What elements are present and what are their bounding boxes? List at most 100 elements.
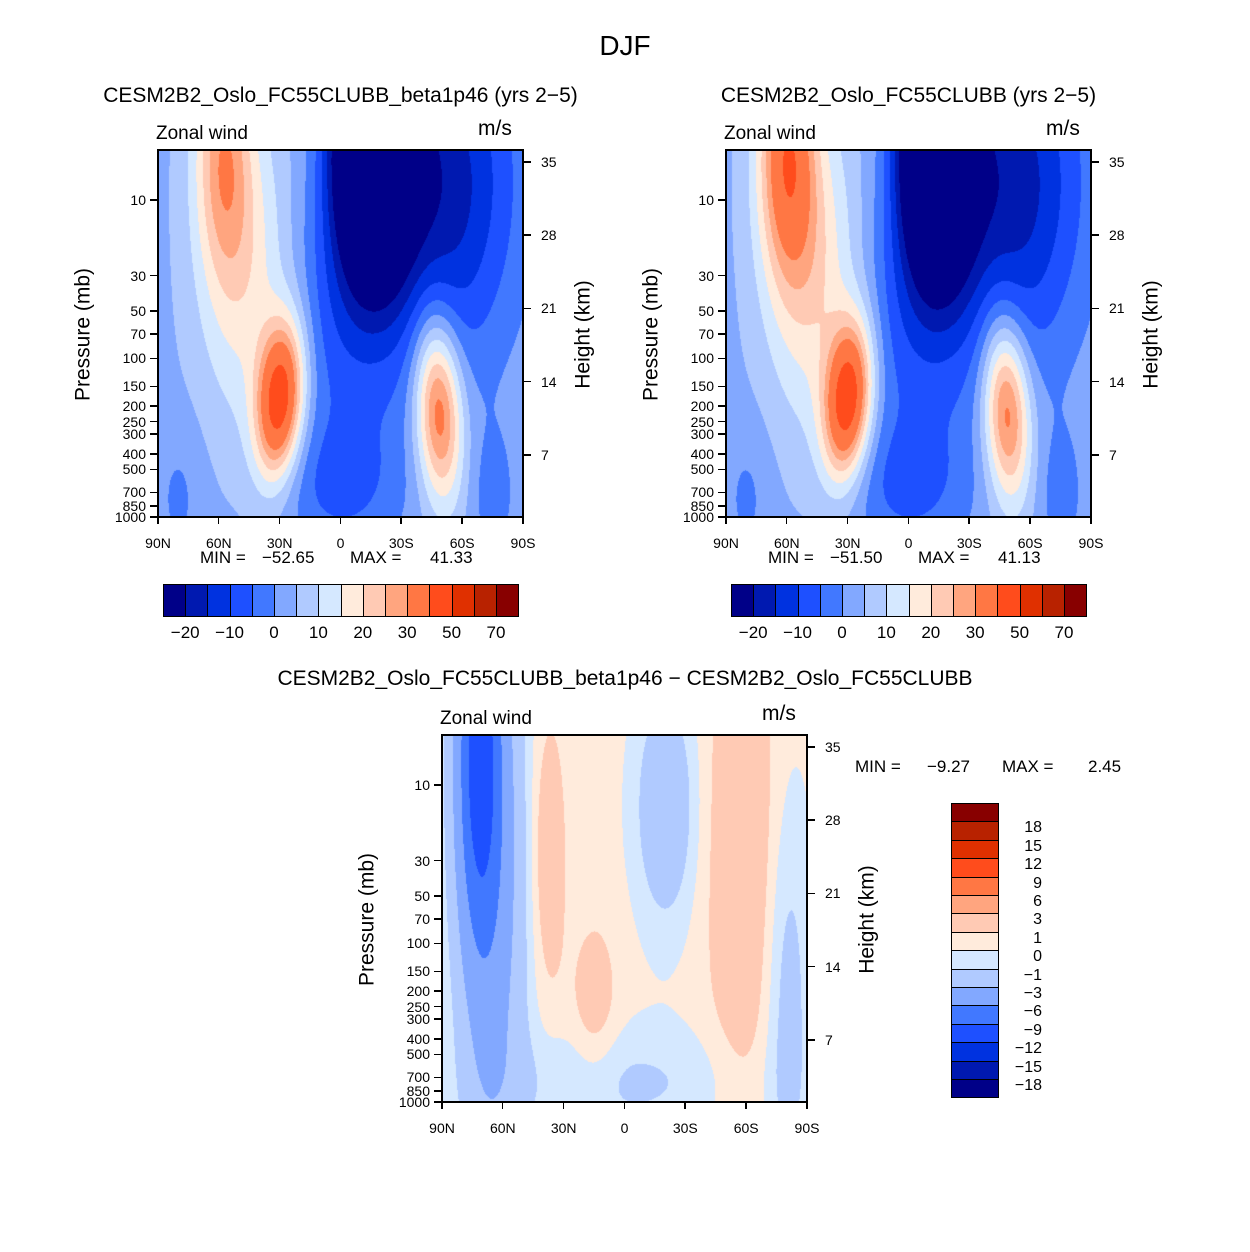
colorbar-label: −10 xyxy=(783,623,813,642)
colorbar-label: 0 xyxy=(837,623,847,642)
variable-label: Zonal wind xyxy=(724,123,816,144)
figure-title: DJF xyxy=(599,30,651,61)
y-tick-label: 300 xyxy=(406,1011,430,1028)
y-tick-label: 1000 xyxy=(114,509,146,525)
y-tick-label: 400 xyxy=(122,445,146,462)
colorbar-swatch xyxy=(731,584,755,617)
y-tick-label: 250 xyxy=(690,413,714,430)
y-tick-label: 70 xyxy=(130,325,146,342)
y2-tick-mark xyxy=(1091,234,1099,236)
y-tick-label: 850 xyxy=(690,497,714,514)
panel-title: CESM2B2_Oslo_FC55CLUBB (yrs 2−5) xyxy=(720,84,1097,107)
colorbar-swatch xyxy=(407,584,431,617)
x-tick-mark xyxy=(806,1102,808,1109)
y-tick-mark xyxy=(150,357,158,360)
y2-tick-mark xyxy=(807,892,815,895)
y-tick-mark xyxy=(150,516,158,518)
colorbar-label: 50 xyxy=(1010,623,1030,642)
max-label: MAX = xyxy=(1002,757,1054,776)
y-tick-mark xyxy=(150,405,158,407)
colorbar-label: −1 xyxy=(1023,966,1042,984)
y2-tick-mark xyxy=(1091,380,1099,383)
y-tick-label: 250 xyxy=(122,413,146,430)
y-tick-label: 50 xyxy=(414,887,430,904)
colorbar-swatch xyxy=(951,1060,999,1080)
y-tick-mark xyxy=(434,1090,442,1092)
plot-frame xyxy=(441,734,808,1103)
units-label: m/s xyxy=(1046,117,1080,140)
colorbar-label: 20 xyxy=(921,623,941,642)
colorbar-swatch xyxy=(451,584,475,617)
y-axis-label: Pressure (mb) xyxy=(355,852,379,986)
x-tick-label: 60N xyxy=(489,1120,516,1136)
max-value: 2.45 xyxy=(1088,757,1122,776)
colorbar-swatch xyxy=(496,584,520,617)
x-tick-label: 60S xyxy=(733,1120,759,1136)
y2-tick-label: 21 xyxy=(541,300,557,317)
min-value: −52.65 xyxy=(262,548,315,567)
y-tick-mark xyxy=(150,333,158,335)
units-label: m/s xyxy=(478,117,512,140)
y-tick-mark xyxy=(434,942,442,945)
x-tick-label: 30S xyxy=(956,535,982,551)
y-tick-mark xyxy=(434,1053,442,1056)
x-tick-label: 60S xyxy=(1017,535,1043,551)
x-tick-mark xyxy=(785,517,788,524)
y-tick-label: 400 xyxy=(406,1030,430,1047)
y-axis-label: Pressure (mb) xyxy=(639,267,663,401)
variable-label: Zonal wind xyxy=(156,123,248,144)
y2-tick-mark xyxy=(807,965,815,968)
y2-tick-label: 7 xyxy=(825,1031,833,1048)
y2-tick-label: 21 xyxy=(1109,300,1125,317)
y2-tick-mark xyxy=(523,307,531,310)
colorbar-label: −20 xyxy=(738,623,768,642)
y2-tick-mark xyxy=(1091,307,1099,310)
y-tick-mark xyxy=(718,420,726,423)
contour-field xyxy=(158,150,523,517)
colorbar-swatch xyxy=(251,584,275,617)
y2-tick-label: 21 xyxy=(825,885,841,902)
y-tick-label: 30 xyxy=(698,267,714,284)
x-tick-mark xyxy=(400,517,402,524)
y-tick-label: 850 xyxy=(406,1082,430,1099)
colorbar-label: −15 xyxy=(1014,1058,1042,1076)
y-tick-label: 850 xyxy=(122,497,146,514)
min-value: −51.50 xyxy=(830,548,883,567)
colorbar-swatch xyxy=(975,584,999,617)
colorbar-swatch xyxy=(163,584,187,617)
colorbar-label: 12 xyxy=(1024,856,1042,874)
y-tick-label: 70 xyxy=(414,910,430,927)
colorbar-swatch xyxy=(951,968,999,988)
colorbar-swatch xyxy=(318,584,342,617)
y2-tick-mark xyxy=(807,819,815,821)
x-tick-label: 90N xyxy=(429,1120,455,1136)
x-tick-label: 60S xyxy=(449,535,475,551)
y2-tick-label: 28 xyxy=(541,227,557,244)
y-tick-mark xyxy=(718,468,726,471)
colorbar-swatch xyxy=(819,584,843,617)
y-tick-label: 500 xyxy=(122,461,146,478)
y2-tick-label: 14 xyxy=(1109,373,1125,390)
y-tick-mark xyxy=(434,784,442,786)
colorbar-swatch xyxy=(429,584,453,617)
colorbar-label: −10 xyxy=(215,623,245,642)
colorbar-swatch xyxy=(1041,584,1065,617)
x-tick-label: 30N xyxy=(266,535,293,551)
colorbar-swatch xyxy=(951,858,999,878)
colorbar-swatch xyxy=(951,1005,999,1025)
x-tick-mark xyxy=(846,517,849,524)
colorbar-swatch xyxy=(842,584,866,617)
colorbar-swatch xyxy=(951,987,999,1007)
y2-tick-mark xyxy=(523,454,531,456)
y2-tick-label: 28 xyxy=(1109,227,1125,244)
variable-label: Zonal wind xyxy=(440,708,532,729)
y-tick-mark xyxy=(718,357,726,360)
y-tick-label: 10 xyxy=(414,776,430,793)
x-tick-mark xyxy=(1029,517,1031,524)
colorbar-swatch xyxy=(951,803,999,823)
colorbar-swatch xyxy=(951,931,999,952)
colorbar-swatch xyxy=(951,1042,999,1062)
colorbar-label: 30 xyxy=(397,623,417,642)
colorbar-swatch xyxy=(207,584,231,617)
max-label: MAX = xyxy=(918,548,970,567)
